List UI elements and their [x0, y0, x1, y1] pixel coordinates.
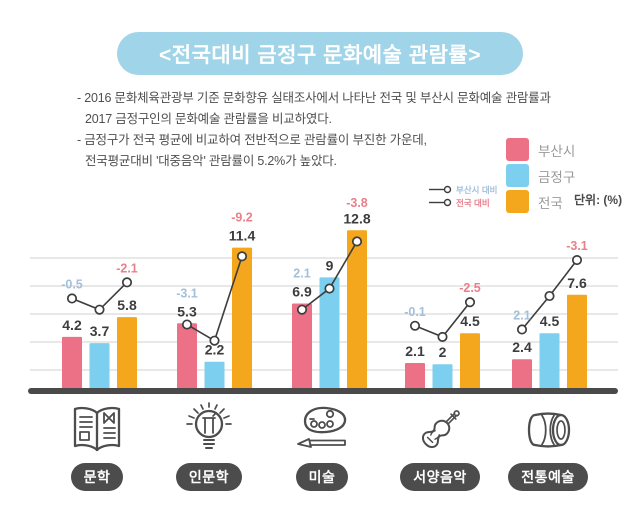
description-line: - 금정구가 전국 평균에 비교하여 전반적으로 관람률이 부진한 가운데,: [77, 133, 427, 147]
bar-부산시-전통예술: [512, 359, 532, 389]
bar-부산시-인문학: [177, 323, 197, 389]
category-pill: 미술: [295, 463, 349, 491]
legend-label: 금정구: [538, 169, 576, 185]
bar-value-label: 2.4: [512, 339, 532, 355]
diff-marker: [209, 335, 220, 346]
violin-icon: [421, 410, 460, 449]
bar-전국-서양음악: [460, 333, 480, 389]
line-legend-label: 부산시 대비: [456, 184, 498, 195]
diff-marker: [66, 293, 78, 304]
diff-label-전국 대비: -2.5: [459, 281, 481, 295]
page-title: <전국대비 금정구 문화예술 관람률>: [158, 43, 481, 67]
bar-value-label: 7.6: [567, 275, 587, 291]
bar-금정구-인문학: [204, 361, 225, 389]
category-traditional-arts: 전통예술: [493, 402, 603, 491]
unit-label: 단위: (%): [574, 193, 623, 207]
title-pill: <전국대비 금정구 문화예술 관람률>: [117, 32, 523, 75]
line-marker-icon: [429, 198, 452, 207]
line-legend-label: 전국 대비: [456, 197, 490, 208]
bar-금정구-미술: [319, 277, 340, 389]
diff-label-전국 대비: -3.1: [566, 239, 588, 253]
geumjeong-swatch: [506, 164, 529, 187]
legend-label: 부산시: [538, 143, 576, 159]
diff-marker: [324, 283, 335, 294]
diff-marker: [464, 297, 476, 308]
bar-금정구-서양음악: [432, 364, 453, 389]
bar-부산시-미술: [292, 303, 312, 389]
bar-전국-전통예술: [567, 294, 587, 389]
diff-label-전국 대비: -2.1: [116, 261, 138, 275]
legend-label: 전국: [538, 195, 563, 211]
bar-금정구-전통예술: [539, 333, 560, 389]
national-swatch: [506, 190, 529, 213]
diff-label-부산시 대비: -0.5: [61, 277, 83, 291]
line-legend: 부산시 대비 전국 대비: [428, 183, 497, 209]
description: - 2016 문화체육관광부 기준 문화향유 실태조사에서 나타난 전국 및 부…: [77, 88, 622, 172]
bar-value-label: 2: [439, 344, 447, 360]
diff-marker: [351, 236, 363, 247]
lightbulb-icon: [186, 402, 232, 449]
bar-value-label: 6.9: [292, 283, 312, 299]
bar-value-label: 3.7: [90, 323, 110, 339]
diff-marker: [409, 320, 421, 331]
bar-value-label: 2.1: [405, 343, 425, 359]
legend-item-geumjeong: 금정구: [506, 164, 575, 187]
description-line: - 2016 문화체육관광부 기준 문화향유 실태조사에서 나타난 전국 및 부…: [77, 91, 551, 105]
category-western-music: 서양음악: [385, 402, 495, 491]
bar-value-label: 4.5: [540, 313, 560, 329]
diff-label-전국 대비: -9.2: [231, 211, 253, 225]
diff-marker: [296, 304, 308, 315]
diff-label-부산시 대비: 2.1: [293, 266, 310, 280]
bar-value-label: 2.2: [205, 342, 225, 358]
busan-swatch: [506, 138, 529, 161]
line-marker-icon: [429, 185, 452, 194]
line-legend-item-national: 전국 대비: [428, 196, 497, 209]
viewing-rate-bar-chart: 4.2 3.7 5.8 -0.5 -2.1 5.3 2.2 11.4 -3.1 -9.2 6.9 9 1…: [28, 196, 618, 394]
legend: 부산시 금정구 전국: [506, 138, 575, 216]
diff-marker: [437, 331, 448, 342]
bar-value-label: 11.4: [229, 228, 256, 244]
bar-금정구-문학: [89, 343, 110, 389]
diff-label-부산시 대비: 2.1: [513, 308, 530, 322]
drum-icon: [527, 412, 571, 448]
bar-value-label: 4.2: [62, 317, 82, 333]
category-pill: 서양음악: [400, 463, 480, 491]
bar-value-label: 5.3: [177, 303, 197, 319]
diff-marker: [571, 254, 583, 266]
category-pill: 인문학: [175, 463, 243, 491]
category-humanities: 인문학: [154, 402, 264, 491]
bar-value-label: 12.8: [343, 210, 370, 226]
diff-label-부산시 대비: -0.1: [404, 305, 426, 319]
diff-label-전국 대비: -3.8: [346, 196, 368, 210]
book-icon: [73, 406, 121, 452]
bar-부산시-문학: [62, 336, 82, 389]
description-line: 전국평균대비 '대중음악' 관람률이 5.2%가 높았다.: [85, 154, 337, 168]
diff-marker: [94, 304, 105, 315]
diff-marker: [516, 324, 528, 335]
legend-item-national: 전국: [506, 190, 575, 213]
bar-전국-문학: [117, 317, 137, 389]
bar-value-label: 4.5: [460, 313, 480, 329]
category-pill: 전통예술: [508, 463, 588, 491]
legend-item-busan: 부산시: [506, 138, 575, 161]
diff-marker: [181, 319, 193, 330]
line-legend-item-busan: 부산시 대비: [428, 183, 497, 196]
bar-전국-인문학: [232, 247, 252, 389]
description-line: 2017 금정구인의 문화예술 관람률을 비교하였다.: [85, 112, 332, 126]
bar-전국-미술: [347, 230, 367, 389]
category-pill: 문학: [70, 463, 124, 491]
diff-marker: [121, 277, 133, 288]
category-art: 미술: [267, 402, 377, 491]
bar-value-label: 9: [326, 257, 334, 273]
diff-marker: [236, 251, 248, 262]
bar-value-label: 5.8: [117, 297, 137, 313]
palette-icon: [297, 406, 347, 448]
category-literature: 문학: [42, 402, 152, 491]
diff-label-부산시 대비: -3.1: [176, 286, 198, 300]
diff-marker: [544, 290, 555, 302]
bar-부산시-서양음악: [405, 362, 425, 389]
x-axis-baseline: [28, 388, 618, 394]
